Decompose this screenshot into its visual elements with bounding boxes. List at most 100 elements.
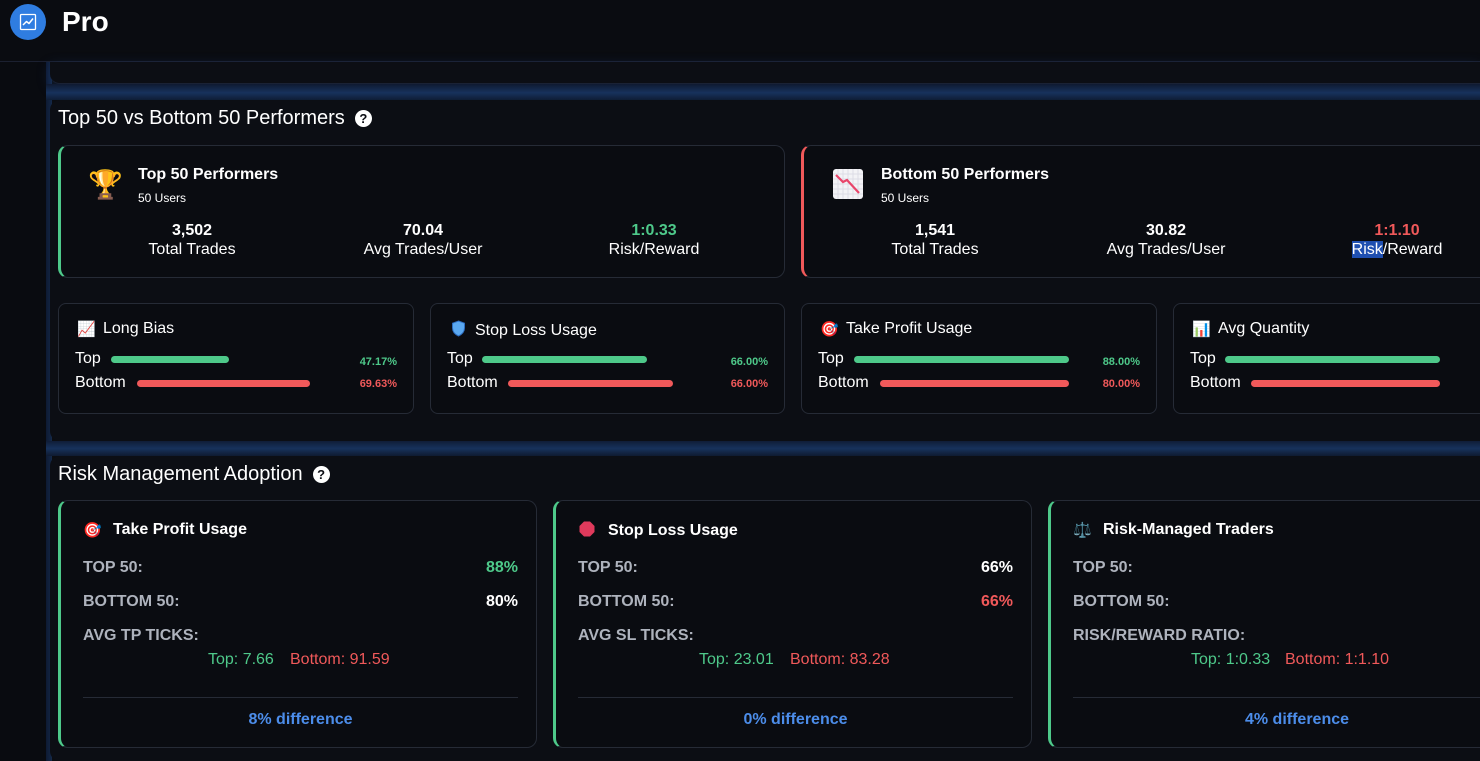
left-rail — [0, 62, 46, 761]
divider — [83, 697, 518, 698]
bottom-bar — [508, 380, 673, 387]
card-title: 🎯 Take Profit Usage — [83, 521, 247, 539]
metric-title-label: Avg Quantity — [1218, 320, 1310, 337]
risk-section: Risk Management Adoption ? 🎯 Take Profit… — [50, 456, 1480, 761]
ticks-top: Top: 1:0.33 — [1191, 651, 1271, 668]
ticks-top: Top: 23.01 — [699, 651, 774, 668]
section-title: Top 50 vs Bottom 50 Performers — [58, 107, 345, 129]
metric-title: 📊 Avg Quantity — [1192, 320, 1309, 338]
label-rest: /Reward — [1382, 241, 1443, 258]
top-bar — [111, 356, 229, 363]
stat-label: Avg Trades/User — [363, 241, 483, 258]
stat-total-trades: 1,541 Total Trades — [835, 222, 1035, 259]
metric-card-stop-loss: Stop Loss Usage Top 66.00% Bottom 66.00% — [430, 303, 785, 414]
metric-card-long-bias: 📈 Long Bias Top 47.17% Bottom 69.63% — [58, 303, 414, 414]
row-label-top: Top — [818, 350, 844, 367]
comparison-section: Top 50 vs Bottom 50 Performers ? 🏆 Top 5… — [50, 100, 1480, 441]
stat-label: Risk/Reward — [1297, 241, 1480, 259]
stat-label: Total Trades — [148, 241, 236, 258]
section-title: Risk Management Adoption — [58, 463, 303, 485]
top-bar — [854, 356, 1069, 363]
top-label: TOP 50: — [83, 559, 143, 576]
chart-increasing-icon: 📈 — [77, 321, 96, 338]
app-logo[interactable] — [10, 4, 46, 40]
bar-chart-icon: 📊 — [1192, 321, 1211, 338]
stat-value: 3,502 — [171, 222, 213, 239]
row-label-bottom: Bottom — [1190, 374, 1241, 391]
stat-value: 70.04 — [402, 222, 444, 239]
selected-text: Risk — [1351, 241, 1383, 258]
trophy-icon: 🏆 — [88, 169, 123, 200]
chart-line-icon — [19, 13, 37, 31]
row-label-bottom: Bottom — [75, 374, 126, 391]
row-label-bottom: Bottom — [447, 374, 498, 391]
section-divider — [46, 84, 1480, 100]
bottom-label: BOTTOM 50: — [1073, 593, 1170, 610]
risk-card-stop-loss: Stop Loss Usage TOP 50: 66% BOTTOM 50: 6… — [553, 500, 1032, 748]
stat-label: Total Trades — [891, 241, 979, 258]
bottom-percent: 69.63% — [359, 378, 397, 390]
stat-value: 30.82 — [1145, 222, 1187, 239]
top-percent: 66.00% — [730, 356, 768, 368]
help-icon[interactable]: ? — [312, 466, 330, 483]
target-icon: 🎯 — [83, 522, 102, 539]
top-bar — [1225, 356, 1440, 363]
ticks-bottom: Bottom: 83.28 — [790, 651, 890, 668]
stat-risk-reward: 1:0.33 Risk/Reward — [554, 222, 754, 259]
bottom-label: BOTTOM 50: — [578, 593, 675, 610]
card-title-label: Stop Loss Usage — [608, 522, 738, 539]
ticks-label: RISK/REWARD RATIO: — [1073, 627, 1246, 644]
risk-card-take-profit: 🎯 Take Profit Usage TOP 50: 88% BOTTOM 5… — [58, 500, 537, 748]
stat-avg-trades: 30.82 Avg Trades/User — [1066, 222, 1266, 259]
difference-text: 8% difference — [248, 711, 353, 728]
card-title: Stop Loss Usage — [578, 521, 738, 541]
user-count: 50 Users — [881, 191, 930, 205]
app-title: Pro — [62, 6, 109, 37]
stat-label: Avg Trades/User — [1106, 241, 1226, 258]
stat-value: 1,541 — [914, 222, 956, 239]
chart-decreasing-icon — [831, 168, 865, 202]
top-percent: 47.17% — [359, 356, 397, 368]
section-heading: Top 50 vs Bottom 50 Performers ? — [58, 107, 372, 130]
app-header: Pro — [0, 0, 1480, 62]
bottom-value: 66% — [980, 593, 1013, 610]
ticks-label: AVG TP TICKS: — [83, 627, 199, 644]
metric-title: 🎯 Take Profit Usage — [820, 320, 972, 338]
divider — [1073, 697, 1480, 698]
metric-title: Stop Loss Usage — [449, 320, 597, 341]
metric-title: 📈 Long Bias — [77, 320, 174, 338]
help-icon[interactable]: ? — [354, 110, 372, 127]
bottom-percent: 66.00% — [730, 378, 768, 390]
metric-card-take-profit: 🎯 Take Profit Usage Top 88.00% Bottom 80… — [801, 303, 1157, 414]
top-performers-card: 🏆 Top 50 Performers 50 Users 3,502 Total… — [58, 145, 785, 278]
row-label-top: Top — [75, 350, 101, 367]
row-label-bottom: Bottom — [818, 374, 869, 391]
stat-label: Risk/Reward — [608, 241, 700, 258]
card-title: Bottom 50 Performers — [881, 166, 1050, 183]
top-value: 66% — [980, 559, 1013, 576]
section-heading: Risk Management Adoption ? — [58, 463, 330, 486]
top-value: 88% — [485, 559, 518, 576]
top-percent: 88.00% — [1102, 356, 1140, 368]
card-title: Top 50 Performers — [138, 166, 279, 183]
row-label-top: Top — [1190, 350, 1216, 367]
section-divider — [46, 441, 1480, 456]
stat-value: 1:0.33 — [631, 222, 677, 239]
metric-card-avg-quantity: 📊 Avg Quantity Top Bottom — [1173, 303, 1480, 414]
stat-total-trades: 3,502 Total Trades — [92, 222, 292, 259]
target-icon: 🎯 — [820, 321, 839, 338]
card-title: ⚖️ Risk-Managed Traders — [1073, 521, 1274, 539]
top-bar — [482, 356, 647, 363]
metric-title-label: Stop Loss Usage — [475, 321, 597, 339]
bottom-bar — [880, 380, 1069, 387]
bottom-value: 80% — [485, 593, 518, 610]
rail-glow — [46, 62, 52, 761]
metric-title-label: Long Bias — [103, 320, 175, 337]
bottom-performers-card: Bottom 50 Performers 50 Users 1,541 Tota… — [801, 145, 1480, 278]
bottom-percent: 80.00% — [1102, 378, 1140, 390]
user-count: 50 Users — [138, 191, 187, 205]
difference-text: 0% difference — [743, 711, 848, 728]
shield-icon — [449, 320, 467, 341]
ticks-bottom: Bottom: 91.59 — [290, 651, 390, 668]
row-label-top: Top — [447, 350, 473, 367]
